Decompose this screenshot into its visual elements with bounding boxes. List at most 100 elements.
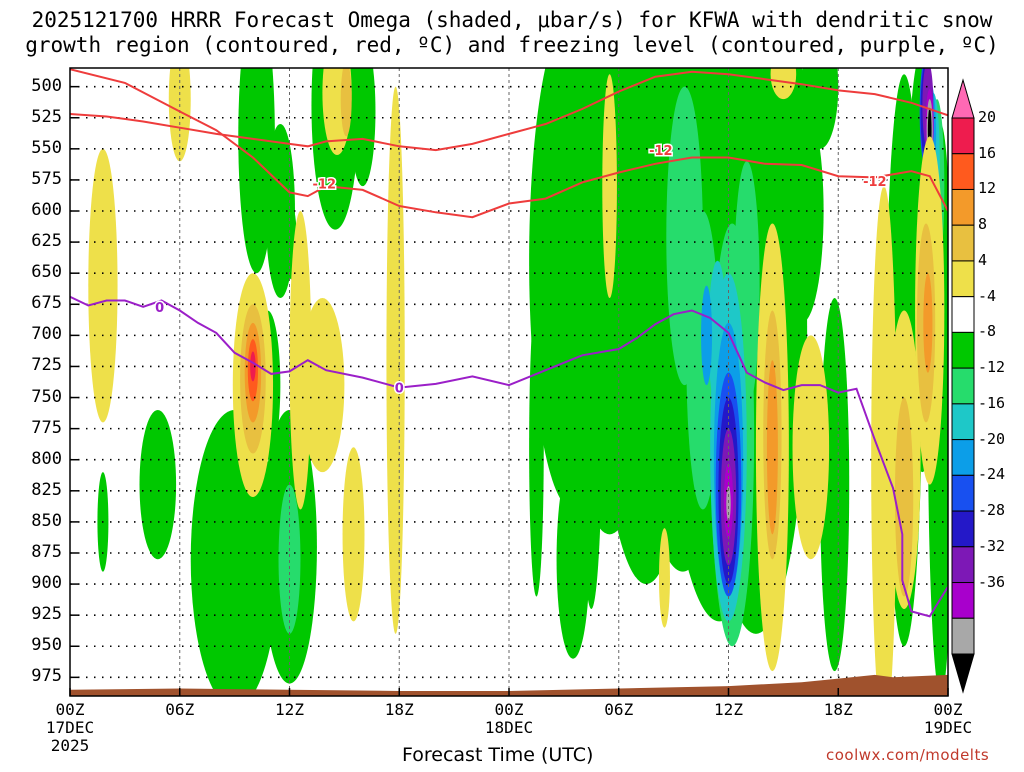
colorbar-label-7: -12 [978,358,1006,377]
y-tick-label-975: 975 [31,666,62,687]
y-tick-label-875: 875 [31,541,62,562]
colorbar-bin-1 [951,153,975,190]
y-tick-label-600: 600 [31,200,62,220]
colorbar-label-13: -36 [978,572,1006,591]
omega-shade-60 [386,86,405,634]
colorbar-bin-7 [951,367,975,405]
source-credit: coolwx.com/modelts [826,746,990,764]
colorbar-bin-9 [951,439,975,476]
x-tick-date-8: 19DEC [923,718,973,737]
colorbar-label-11: -28 [978,501,1006,520]
omega-shade-56 [88,148,118,423]
dgz-contour-label-0: -12 [313,178,337,193]
x-tick-label-1: 06Z [165,700,195,719]
colorbar-bin-11 [951,510,975,548]
omega-shade-62 [340,68,352,137]
colorbar-label-9: -20 [978,429,1006,448]
x-axis-label: Forecast Time (UTC) [402,744,594,766]
colorbar-bin-12 [951,546,975,584]
dgz-contour-label-1: -12 [649,144,673,159]
dgz-contour-cold-edge [70,68,948,219]
omega-shade-64 [602,74,617,299]
x-tick-label-6: 12Z [714,700,743,719]
x-tick-label-7: 18Z [823,700,853,719]
x-tick-label-4: 00Z [494,700,524,719]
y-tick-label-575: 575 [31,168,62,189]
omega-shade-59 [300,298,345,473]
colorbar-top-arrow [951,78,975,119]
colorbar-bin-0 [951,117,975,155]
y-tick-label-550: 550 [31,137,62,158]
x-tick-label-2: 12Z [275,700,304,719]
x-tick-label-0: 00Z [55,700,85,719]
omega-shade-21 [139,409,177,560]
colorbar-label-4: 4 [978,250,988,269]
y-tick-label-925: 925 [31,604,62,625]
y-tick-label-675: 675 [31,293,62,314]
colorbar-label-0: 20 [978,108,997,126]
omega-shade-75 [658,528,670,628]
omega-shade-27 [624,409,643,560]
colorbar-label-12: -32 [978,536,1006,555]
omega-shade-55 [250,351,256,382]
colorbar-bin-5 [951,296,975,333]
omega-shade-74 [923,273,933,373]
dgz-contour-label-2: -12 [863,175,887,190]
x-tick-label-3: 18Z [384,700,414,719]
omega-shade-38 [701,285,713,386]
y-tick-label-525: 525 [31,106,62,127]
omega-shade-57 [168,68,191,162]
chart-title-line-2: growth region (contoured, red, ºC) and f… [25,33,999,57]
omega-shade-68 [792,335,830,560]
omega-shade-8 [779,99,824,323]
contour-layer [70,68,948,618]
x-tick-label-5: 06Z [604,700,634,719]
colorbar-bin-2 [951,188,975,226]
y-tick-label-750: 750 [31,386,62,407]
colorbar-bin-14 [951,617,975,655]
omega-shade-26 [556,459,590,659]
omega-shade-71 [894,397,914,597]
y-tick-label-725: 725 [31,355,62,376]
y-tick-label-650: 650 [31,262,62,283]
colorbar-bin-4 [951,260,975,298]
y-tick-label-900: 900 [31,573,62,594]
colorbar-bin-10 [951,474,975,512]
omega-shading-layer [88,68,948,696]
x-tick-label-8: 00Z [933,700,963,719]
colorbar-label-3: 8 [978,215,988,234]
y-tick-label-950: 950 [31,635,62,656]
y-tick-label-850: 850 [31,510,62,531]
colorbar-label-10: -24 [978,465,1006,484]
freezing-contour-label-0: 0 [155,301,164,316]
omega-shade-76 [770,68,797,100]
omega-shade-6 [695,68,777,230]
colorbar-bin-8 [951,403,975,441]
omega-shade-63 [342,447,365,622]
x-tick-year-0: 2025 [50,736,90,755]
y-tick-label-775: 775 [31,417,62,438]
colorbar-label-6: -8 [978,322,997,341]
colorbar-label-5: -4 [978,286,997,305]
omega-shade-20 [349,68,376,187]
colorbar-label-1: 16 [978,143,997,162]
omega-shade-14 [238,68,275,274]
x-tick-date-4: 18DEC [484,718,534,737]
omega-shade-24 [529,298,544,597]
omega-shade-69 [871,186,897,696]
y-tick-label-800: 800 [31,448,62,469]
x-tick-date-0: 17DEC [45,718,95,737]
colorbar-bin-6 [951,331,975,369]
y-tick-label-625: 625 [31,231,62,252]
colorbar-label-8: -16 [978,393,1006,412]
colorbar-label-2: 12 [978,179,997,198]
freezing-level-contour [70,295,948,618]
y-tick-label-825: 825 [31,479,62,500]
y-tick-label-500: 500 [31,75,62,96]
chart-title-line-1: 2025121700 HRRR Forecast Omega (shaded, … [31,8,993,32]
colorbar-bin-13 [951,582,975,619]
colorbar-bin-3 [951,224,975,262]
omega-shade-48 [726,485,731,521]
